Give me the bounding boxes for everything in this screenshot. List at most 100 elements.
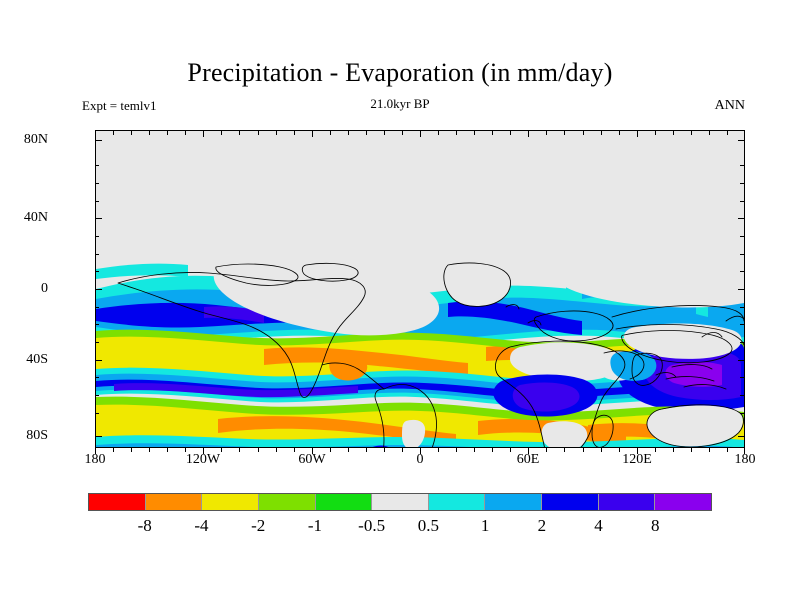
y-tickmark-0-right bbox=[738, 289, 745, 290]
x-tickmark--30-top bbox=[365, 131, 367, 135]
x-tickmark-120-top bbox=[636, 131, 638, 137]
colorbar-tick-label-8: 4 bbox=[594, 516, 603, 535]
band-patagonia-max bbox=[372, 445, 389, 447]
x-tickmark--180-bottom bbox=[95, 448, 96, 454]
x-tickmark-10-bottom bbox=[438, 448, 440, 452]
x-tickmark--20-top bbox=[383, 131, 385, 135]
x-tickmark--70-top bbox=[293, 131, 295, 135]
y-tickmark-20 bbox=[95, 253, 99, 255]
x-tickmark--110-top bbox=[221, 131, 223, 135]
x-tick-label-180e: 180 bbox=[734, 452, 756, 467]
x-tickmark-20-top bbox=[456, 131, 458, 135]
band-atlantic-stormtrack-core bbox=[448, 301, 582, 335]
x-tickmark-30-top bbox=[474, 131, 476, 135]
band-sh-pacific-orange bbox=[218, 416, 456, 445]
colorbar-tick-label-6: 1 bbox=[480, 516, 490, 535]
band-congo-core bbox=[512, 382, 580, 412]
x-tickmark-30-bottom bbox=[474, 448, 476, 452]
map-contour-field bbox=[96, 131, 744, 447]
x-tickmark--120-top bbox=[203, 131, 205, 137]
x-tickmark-100-top bbox=[600, 131, 602, 135]
x-tickmark--110-bottom bbox=[221, 448, 223, 452]
x-tickmark--80-top bbox=[275, 131, 277, 135]
x-tickmark--60-bottom bbox=[311, 448, 313, 454]
map-plot-area bbox=[95, 130, 745, 448]
x-tickmark-0-top bbox=[420, 131, 421, 137]
x-tick-label-120w: 120W bbox=[185, 452, 221, 467]
y-tickmark-80s-right bbox=[738, 436, 745, 437]
y-tick-label-40s: 40S bbox=[26, 352, 48, 367]
region-kalahari-dry bbox=[541, 421, 588, 447]
y-tickmark--20 bbox=[95, 324, 99, 326]
colorbar-segment-0 bbox=[89, 494, 146, 510]
x-tickmark-70-bottom bbox=[546, 448, 548, 452]
colorbar bbox=[88, 493, 712, 511]
x-tickmark--90-bottom bbox=[257, 448, 259, 452]
x-tickmark-180-bottom bbox=[744, 448, 745, 454]
experiment-label: Expt = temlv1 bbox=[82, 98, 157, 113]
y-tickmark--10 bbox=[740, 306, 744, 308]
x-tickmark--10-top bbox=[401, 131, 403, 135]
y-tickmark--50 bbox=[740, 377, 744, 379]
x-tickmark-60-bottom bbox=[528, 448, 530, 454]
x-tickmark--10-bottom bbox=[401, 448, 403, 452]
colorbar-tick-label-7: 2 bbox=[537, 516, 547, 535]
x-tickmark-170-bottom bbox=[726, 448, 728, 452]
colorbar-segment-7 bbox=[485, 494, 543, 510]
colorbar-segment-5 bbox=[372, 494, 429, 510]
x-tickmark-50-top bbox=[510, 131, 512, 135]
x-tickmark--130-bottom bbox=[185, 448, 187, 452]
x-tickmark-160-bottom bbox=[708, 448, 710, 452]
y-tickmark-0 bbox=[95, 289, 102, 290]
region-australia-dry bbox=[647, 405, 743, 447]
x-tickmark-110-top bbox=[618, 131, 620, 135]
colorbar-segment-8 bbox=[542, 494, 599, 510]
x-tickmark-90-bottom bbox=[582, 448, 584, 452]
x-tickmark--130-top bbox=[185, 131, 187, 135]
region-atacama-dry bbox=[402, 419, 426, 447]
y-tickmark-50 bbox=[95, 200, 99, 202]
region-eurasia-ice bbox=[553, 261, 744, 308]
colorbar-segment-10 bbox=[655, 494, 712, 510]
region-laurentide-ice bbox=[213, 264, 440, 336]
x-tickmark--40-top bbox=[347, 131, 349, 135]
y-tickmark-80n bbox=[95, 140, 102, 141]
y-tick-label-80s: 80S bbox=[26, 428, 48, 443]
x-tickmark--160-bottom bbox=[131, 448, 133, 452]
coastlines bbox=[117, 262, 744, 447]
x-tick-label-60e: 60E bbox=[516, 452, 540, 467]
x-tickmark--150-bottom bbox=[149, 448, 151, 452]
x-tickmark-100-bottom bbox=[600, 448, 602, 452]
region-greenland-ice bbox=[443, 263, 511, 307]
x-tick-label-120e: 120E bbox=[622, 452, 652, 467]
region-se-us-gulf bbox=[329, 354, 368, 381]
x-tickmark--30-bottom bbox=[365, 448, 367, 452]
x-tickmark-60-top bbox=[528, 131, 530, 137]
y-tickmark--70 bbox=[95, 412, 99, 414]
x-tickmark-150-top bbox=[690, 131, 692, 135]
x-tickmark-20-bottom bbox=[456, 448, 458, 452]
y-tickmark-30 bbox=[95, 236, 99, 237]
x-tickmark-180-top bbox=[744, 131, 745, 137]
y-tickmark-50 bbox=[740, 200, 744, 202]
y-tickmark-40n-right bbox=[738, 218, 745, 219]
colorbar-segment-1 bbox=[145, 494, 203, 510]
colorbar-segment-9 bbox=[598, 494, 656, 510]
chart-title: Precipitation - Evaporation (in mm/day) bbox=[187, 58, 613, 87]
y-tick-label-0: 0 bbox=[41, 281, 48, 296]
x-tickmark--70-bottom bbox=[293, 448, 295, 452]
colorbar-tick-label-9: 8 bbox=[651, 516, 660, 535]
y-tickmark-70 bbox=[740, 165, 744, 167]
x-tickmark--140-top bbox=[167, 131, 169, 135]
colorbar-tick-label-2: -2 bbox=[251, 516, 266, 535]
x-tickmark--180-top bbox=[95, 131, 96, 137]
x-tickmark--100-bottom bbox=[239, 448, 241, 452]
y-tickmark--30 bbox=[95, 342, 99, 343]
band-nh-subtrop-dry-orange bbox=[264, 347, 468, 375]
y-tickmark-20 bbox=[740, 253, 744, 255]
y-tickmark-10 bbox=[95, 271, 99, 273]
x-tickmark--40-bottom bbox=[347, 448, 349, 452]
y-tickmark-70 bbox=[95, 165, 99, 167]
y-tickmark--30 bbox=[740, 342, 744, 343]
